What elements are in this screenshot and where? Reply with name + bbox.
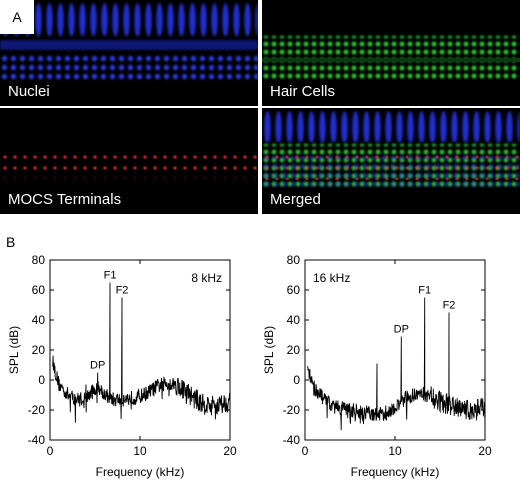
y-tick-label: -40	[283, 433, 301, 447]
peak-label-f2: F2	[116, 285, 129, 297]
nuclei-image	[0, 0, 258, 106]
y-tick-label: -40	[28, 433, 46, 447]
tile-nuclei: Nuclei	[0, 0, 258, 106]
chart-svg: -40 -20 0 20 40 60 80 0 10 20 Frequency (kHz) SPL (…	[7, 253, 237, 479]
y-tick-label: 0	[293, 373, 300, 387]
x-tick-label: 10	[133, 444, 147, 458]
y-tick-label: 20	[32, 343, 46, 357]
merged-image	[262, 108, 520, 214]
x-tick-label: 10	[388, 444, 402, 458]
tile-label-hair-cells: Hair Cells	[270, 83, 336, 100]
mocs-terminals-image	[0, 108, 258, 214]
peak-label-f1: F1	[418, 285, 431, 297]
y-tick-label: 80	[32, 253, 46, 267]
peak-label-f2: F2	[443, 300, 456, 312]
x-tick-label: 20	[223, 444, 237, 458]
tile-merged: Merged	[262, 108, 520, 214]
y-tick-label: 20	[287, 343, 301, 357]
spl-trace	[52, 282, 231, 423]
tile-label-mocs-terminals: MOCS Terminals	[8, 191, 122, 208]
tile-mocs-terminals: MOCS Terminals	[0, 108, 258, 214]
y-tick-label: 60	[287, 283, 301, 297]
x-tick-label: 0	[47, 444, 54, 458]
frequency-annotation: 8 kHz	[191, 271, 222, 285]
tile-label-nuclei: Nuclei	[8, 83, 50, 100]
panel-a: Nuclei Hair Cells	[0, 0, 520, 214]
peak-label-dp: DP	[394, 324, 409, 336]
hair-cells-image	[262, 0, 520, 106]
y-axis-label: SPL (dB)	[262, 326, 276, 374]
y-tick-label: 80	[287, 253, 301, 267]
y-tick-label: -20	[28, 403, 46, 417]
tile-label-merged: Merged	[270, 191, 321, 208]
y-tick-label: -20	[283, 403, 301, 417]
spl-chart-16khz: -40 -20 0 20 40 60 80 0 10 20 Frequency (kHz) SPL (…	[255, 250, 510, 487]
y-tick-label: 40	[32, 313, 46, 327]
tile-hair-cells: Hair Cells	[262, 0, 520, 106]
x-tick-label: 0	[302, 444, 309, 458]
x-axis-label: Frequency (kHz)	[351, 465, 440, 479]
spl-trace	[307, 297, 486, 431]
plot-frame	[49, 259, 231, 441]
panel-letter-b: B	[6, 234, 16, 250]
y-tick-label: 60	[32, 283, 46, 297]
frequency-annotation: 16 kHz	[313, 271, 350, 285]
spl-chart-8khz: -40 -20 0 20 40 60 80 0 10 20 Frequency (kHz) SPL (…	[0, 250, 255, 487]
chart-svg: -40 -20 0 20 40 60 80 0 10 20 Frequency (kHz) SPL (…	[262, 253, 492, 479]
x-tick-label: 20	[478, 444, 492, 458]
y-tick-label: 40	[287, 313, 301, 327]
y-axis-label: SPL (dB)	[7, 326, 21, 374]
peak-label-dp: DP	[90, 360, 105, 372]
panel-letter-a: A	[0, 0, 34, 34]
y-tick-label: 0	[38, 373, 45, 387]
peak-label-f1: F1	[104, 270, 117, 282]
x-axis-label: Frequency (kHz)	[96, 465, 185, 479]
